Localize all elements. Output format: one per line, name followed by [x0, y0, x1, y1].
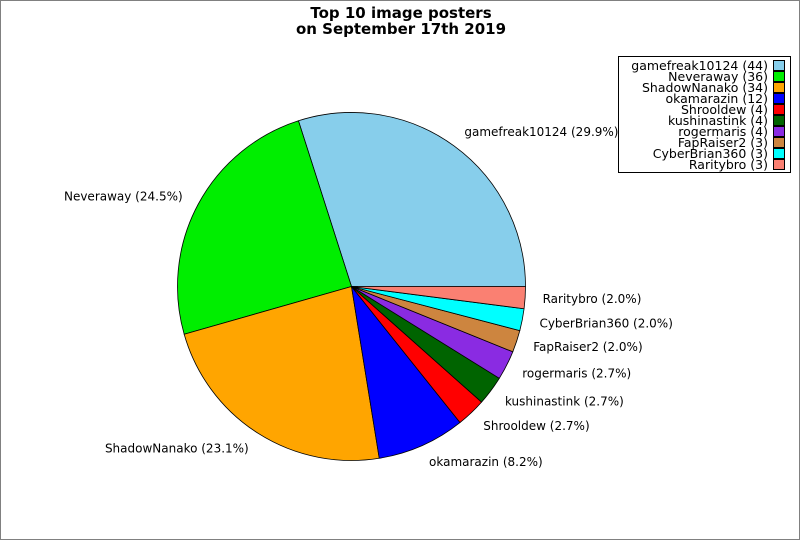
- legend-row-kushinastink: kushinastink (4): [623, 113, 785, 128]
- legend-label: kushinastink (4): [668, 113, 768, 128]
- pie-slice-Raritybro: [351, 286, 526, 310]
- slice-label-CyberBrian360: CyberBrian360 (2.0%): [539, 316, 672, 330]
- legend-row-Raritybro: Raritybro (3): [623, 157, 785, 172]
- chart-title-line2: on September 17th 2019: [295, 19, 507, 38]
- legend-color-swatch: [773, 82, 785, 93]
- legend-label: Shrooldew (4): [680, 102, 768, 117]
- legend-label: ShadowNanako (34): [642, 80, 768, 95]
- legend-label: okamarazin (12): [665, 91, 768, 106]
- legend-color-swatch: [773, 93, 785, 104]
- slice-label-okamarazin: okamarazin (8.2%): [429, 455, 543, 469]
- legend-row-Neveraway: Neveraway (36): [623, 69, 785, 84]
- legend-label: Neveraway (36): [668, 69, 768, 84]
- legend-row-CyberBrian360: CyberBrian360 (3): [623, 146, 785, 161]
- legend-row-FapRaiser2: FapRaiser2 (3): [623, 135, 785, 150]
- legend: gamefreak10124 (44) Neveraway (36) ShadowN…: [618, 56, 791, 173]
- legend-row-gamefreak10124: gamefreak10124 (44): [623, 58, 785, 73]
- legend-color-swatch: [773, 159, 785, 170]
- slice-label-ShadowNanako: ShadowNanako (23.1%): [105, 441, 249, 455]
- chart-title-line1: Top 10 image posters: [310, 4, 492, 22]
- chart-title: Top 10 image posters on September 17th 2…: [1, 4, 799, 38]
- slice-label-FapRaiser2: FapRaiser2 (2.0%): [533, 340, 642, 354]
- slice-label-Shrooldew: Shrooldew (2.7%): [483, 419, 589, 433]
- legend-label: FapRaiser2 (3): [677, 135, 768, 150]
- legend-color-swatch: [773, 104, 785, 115]
- pie-slice-Neveraway: [177, 120, 352, 335]
- legend-row-ShadowNanako: ShadowNanako (34): [623, 80, 785, 95]
- slice-label-Neveraway: Neveraway (24.5%): [64, 189, 183, 203]
- legend-row-Shrooldew: Shrooldew (4): [623, 102, 785, 117]
- legend-color-swatch: [773, 115, 785, 126]
- legend-label: CyberBrian360 (3): [652, 146, 768, 161]
- pie-slice-okamarazin: [351, 286, 461, 459]
- legend-row-okamarazin: okamarazin (12): [623, 91, 785, 106]
- legend-color-swatch: [773, 137, 785, 148]
- pie-slice-ShadowNanako: [183, 286, 380, 461]
- legend-color-swatch: [773, 71, 785, 82]
- legend-color-swatch: [773, 60, 785, 71]
- legend-label: rogermaris (4): [678, 124, 768, 139]
- slice-label-Raritybro: Raritybro (2.0%): [543, 292, 642, 306]
- legend-color-swatch: [773, 148, 785, 159]
- slice-label-kushinastink: kushinastink (2.7%): [505, 394, 624, 408]
- legend-row-rogermaris: rogermaris (4): [623, 124, 785, 139]
- pie-slice-gamefreak10124: [298, 112, 526, 287]
- slice-label-rogermaris: rogermaris (2.7%): [522, 367, 631, 381]
- legend-label: gamefreak10124 (44): [631, 58, 768, 73]
- legend-color-swatch: [773, 126, 785, 137]
- legend-label: Raritybro (3): [688, 157, 768, 172]
- slice-label-gamefreak10124: gamefreak10124 (29.9%): [464, 125, 618, 139]
